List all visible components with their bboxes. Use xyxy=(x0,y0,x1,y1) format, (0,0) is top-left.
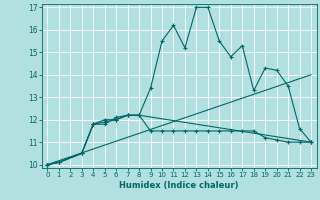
X-axis label: Humidex (Indice chaleur): Humidex (Indice chaleur) xyxy=(119,181,239,190)
